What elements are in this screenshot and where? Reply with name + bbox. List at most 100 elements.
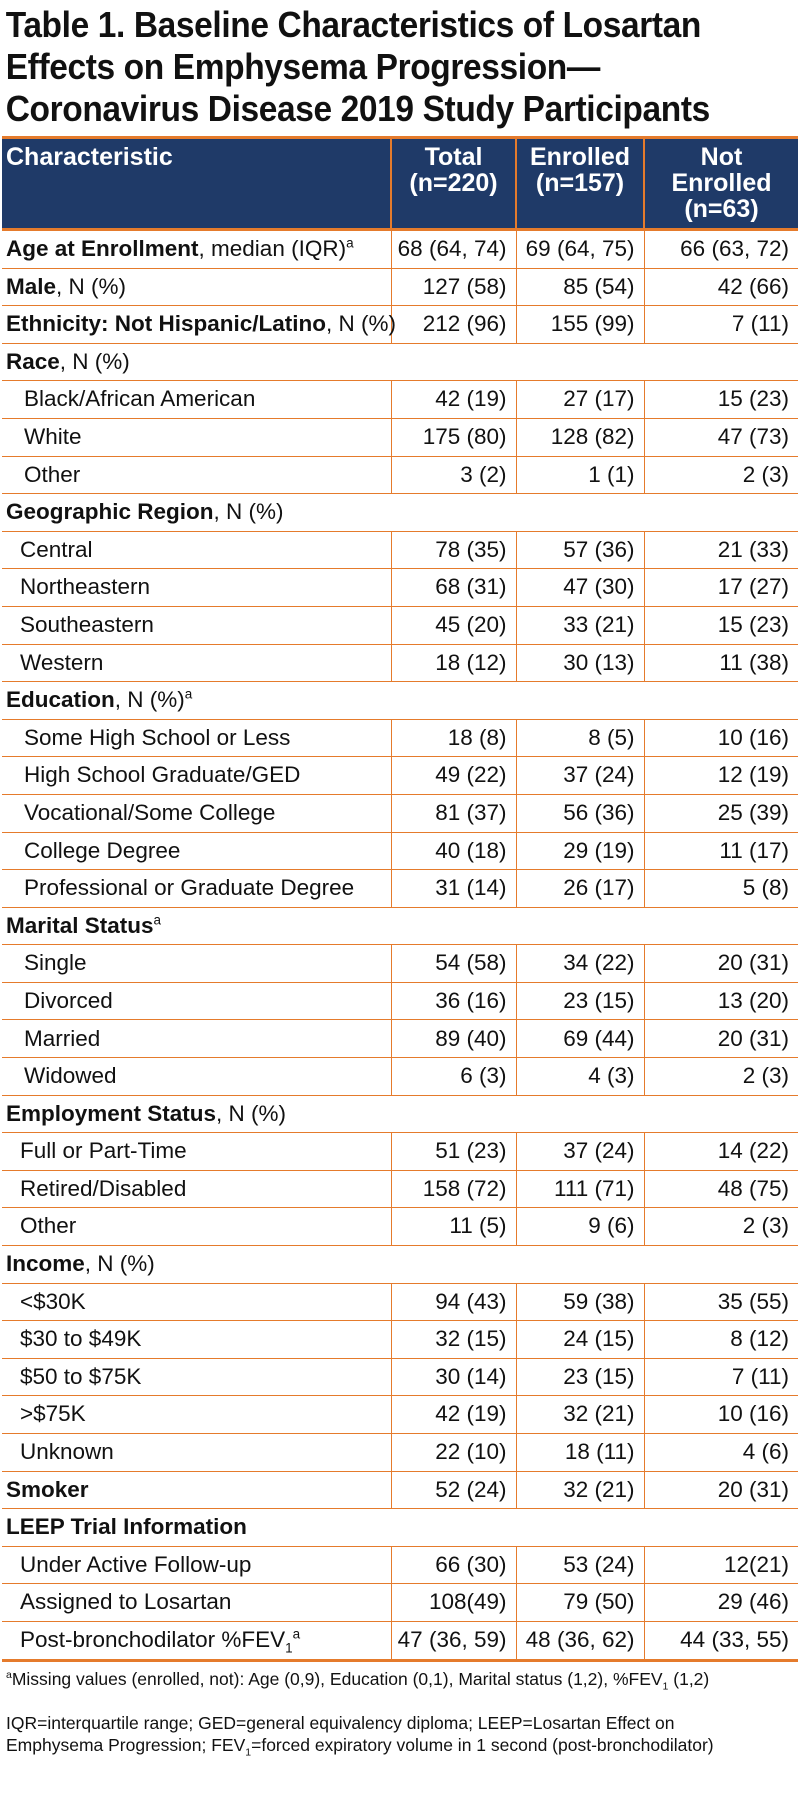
cell-not-enrolled: 17 (27) [643,568,798,607]
cell-not-enrolled: 15 (23) [643,380,798,419]
row-edu-some-hs: Some High School or Less 18 (8) 8 (5) 10… [2,719,798,758]
label-bold: Geographic Region [6,499,214,525]
cell-not-enrolled: 20 (31) [643,1471,798,1510]
table-footnotes: aMissing values (enrolled, not): Age (0,… [6,1668,794,1758]
label-bold: Education [6,687,115,713]
row-label: Male, N (%) [2,268,391,307]
section-label: Income, N (%) [2,1245,391,1284]
label-rest: , N (%) [114,687,185,713]
label-bold: Employment Status [6,1100,217,1126]
row-label: Divorced [2,982,391,1021]
row-label: Some High School or Less [2,719,391,758]
cell-enrolled: 69 (44) [515,1019,644,1059]
cell-not-enrolled: 10 (16) [643,1395,798,1434]
cell-not-enrolled: 44 (33, 55) [643,1621,798,1662]
cell-total: 40 (18) [390,832,516,871]
label-rest: , N (%) [216,1100,287,1126]
header-not-enrolled-n: (n=63) [684,195,759,223]
row-label: High School Graduate/GED [2,756,391,795]
row-marital-single: Single 54 (58) 34 (22) 20 (31) [2,944,798,983]
label-rest: , N (%) [56,273,127,299]
cell-total: 175 (80) [390,418,516,457]
row-label: Smoker [2,1471,391,1510]
cell-total: 81 (37) [390,794,516,833]
cell-not-enrolled: 29 (46) [643,1583,798,1622]
cell-not-enrolled: 12 (19) [643,756,798,795]
row-label: Single [2,944,391,983]
row-label: Ethnicity: Not Hispanic/Latino, N (%) [2,305,396,344]
section-spacer [391,907,798,946]
label-bold: Income [6,1251,85,1277]
row-edu-graduate: Professional or Graduate Degree 31 (14) … [2,869,798,908]
row-label: >$75K [2,1395,391,1434]
cell-total: 3 (2) [390,456,516,495]
header-enrolled: Enrolled (n=157) [515,136,644,231]
row-education-header: Education, N (%)a [2,681,798,720]
header-characteristic: Characteristic [2,136,391,231]
footnote-abbreviations: IQR=interquartile range; GED=general equ… [6,1712,794,1758]
row-label: Northeastern [2,568,391,607]
row-race-header: Race, N (%) [2,343,798,382]
cell-total: 51 (23) [390,1132,516,1171]
row-label: Assigned to Losartan [2,1583,391,1622]
cell-not-enrolled: 13 (20) [643,982,798,1021]
cell-enrolled: 37 (24) [515,1132,644,1171]
row-label: College Degree [2,832,391,871]
row-race-other: Other 3 (2) 1 (1) 2 (3) [2,456,798,495]
section-label: LEEP Trial Information [2,1508,391,1547]
cell-not-enrolled: 12(21) [643,1546,798,1585]
cell-enrolled: 9 (6) [515,1207,644,1247]
row-label: Retired/Disabled [2,1170,391,1209]
row-label: Widowed [2,1057,391,1096]
cell-enrolled: 155 (99) [515,305,644,344]
section-label: Employment Status, N (%) [2,1095,391,1134]
cell-enrolled: 128 (82) [515,418,644,457]
row-employment-header: Employment Status, N (%) [2,1095,798,1134]
label-rest: , N (%) [59,348,130,374]
row-ethnicity: Ethnicity: Not Hispanic/Latino, N (%) 21… [2,305,798,344]
cell-total: 52 (24) [390,1471,516,1510]
footnote-text: Missing values (enrolled, not): Age (0,9… [11,1668,663,1689]
title-line-2: Effects on Emphysema Progression— [5,46,601,87]
section-label: Marital Statusa [2,907,391,946]
cell-total: 6 (3) [390,1057,516,1096]
row-label: Married [2,1019,391,1059]
row-label: White [2,418,391,457]
row-label: Full or Part-Time [2,1132,391,1171]
section-spacer [391,681,798,720]
row-label: Unknown [2,1433,391,1472]
cell-enrolled: 47 (30) [515,568,644,607]
row-emp-retired: Retired/Disabled 158 (72) 111 (71) 48 (7… [2,1170,798,1209]
row-region-central: Central 78 (35) 57 (36) 21 (33) [2,531,798,570]
cell-enrolled: 59 (38) [515,1283,644,1322]
abbrev-line-1: IQR=interquartile range; GED=general equ… [6,1712,675,1733]
cell-enrolled: 32 (21) [515,1395,644,1434]
label-bold: Marital Status [6,912,154,938]
row-region-header: Geographic Region, N (%) [2,493,798,532]
section-label: Race, N (%) [2,343,391,382]
abbrev-line-2-end: =forced expiratory volume in 1 second (p… [251,1734,714,1755]
row-region-northeastern: Northeastern 68 (31) 47 (30) 17 (27) [2,568,798,607]
row-edu-vocational: Vocational/Some College 81 (37) 56 (36) … [2,794,798,833]
cell-not-enrolled: 25 (39) [643,794,798,833]
cell-enrolled: 23 (15) [515,982,644,1021]
header-not-enrolled-label: Not Enrolled [671,143,772,197]
row-emp-full: Full or Part-Time 51 (23) 37 (24) 14 (22… [2,1132,798,1171]
row-label: Professional or Graduate Degree [2,869,391,908]
cell-total: 11 (5) [390,1207,516,1247]
subscript: 1 [662,1680,669,1693]
row-label: Under Active Follow-up [2,1546,391,1585]
cell-not-enrolled: 21 (33) [643,531,798,570]
row-marital-header: Marital Statusa [2,907,798,946]
title-line-1: Table 1. Baseline Characteristics of Los… [5,4,702,45]
cell-total: 127 (58) [390,268,516,307]
row-label: Other [2,456,391,495]
cell-enrolled: 27 (17) [515,380,644,419]
table-header-row: Characteristic Total (n=220) Enrolled (n=1… [2,136,798,231]
cell-not-enrolled: 2 (3) [643,456,798,495]
row-label: $30 to $49K [2,1320,391,1359]
cell-total: 45 (20) [390,606,516,645]
row-income-unknown: Unknown 22 (10) 18 (11) 4 (6) [2,1433,798,1472]
abbrev-line-2: Emphysema Progression; FEV [6,1734,246,1755]
